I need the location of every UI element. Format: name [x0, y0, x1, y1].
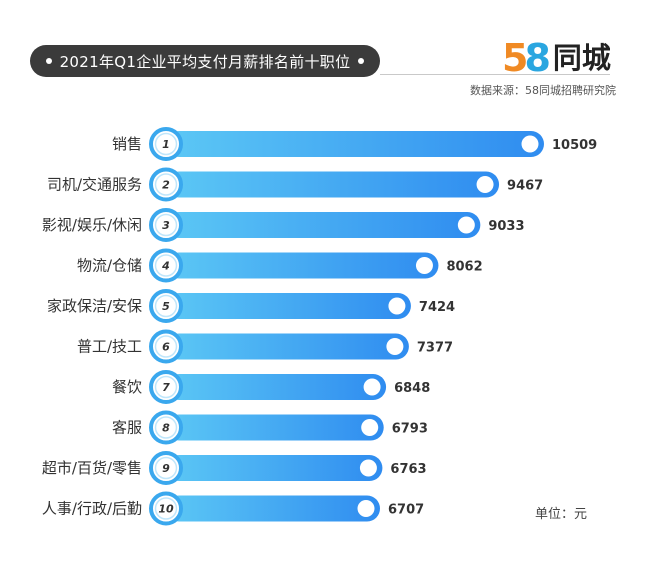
- value-label: 7377: [417, 341, 453, 356]
- rank-badge-inner: [154, 173, 178, 196]
- rank-badge-inner: [154, 497, 178, 520]
- value-label: 6763: [390, 462, 426, 477]
- title-underline: [380, 74, 610, 75]
- category-label: 司机/交通服务: [47, 176, 142, 194]
- bar: [166, 171, 500, 198]
- bar-end-knob: [359, 459, 377, 477]
- title-dot-right: [358, 58, 364, 64]
- rank-number: 4: [161, 260, 170, 273]
- rank-badge-inner: [154, 456, 178, 480]
- bar: [166, 374, 387, 400]
- data-source: 数据来源：58同城招聘研究院: [470, 84, 616, 97]
- bar: [166, 414, 384, 441]
- rank-number: 2: [162, 179, 170, 192]
- unit-label: 单位：元: [535, 507, 588, 522]
- rank-number: 6: [162, 341, 170, 354]
- logo-digit-8: 8: [524, 36, 551, 80]
- category-label: 客服: [112, 419, 142, 437]
- category-label: 物流/仓储: [77, 257, 142, 275]
- category-label: 普工/技工: [77, 338, 142, 356]
- rank-number: 8: [162, 422, 170, 435]
- chart-title: 2021年Q1企业平均支付月薪排名前十职位: [59, 52, 351, 71]
- bar: [166, 333, 409, 360]
- category-label: 影视/娱乐/休闲: [42, 216, 142, 234]
- bar-end-knob: [361, 419, 379, 436]
- value-label: 8062: [446, 260, 482, 275]
- rank-number: 9: [162, 462, 170, 475]
- bar-end-knob: [386, 338, 404, 355]
- bar-end-knob: [476, 176, 494, 193]
- bar: [166, 455, 383, 481]
- bar-end-knob: [457, 216, 475, 234]
- rank-number: 3: [162, 219, 170, 232]
- rank-badge-inner: [154, 375, 178, 399]
- rank-badge-inner: [154, 132, 178, 156]
- rank-number: 5: [162, 300, 170, 313]
- value-label: 7424: [419, 300, 455, 315]
- bar: [166, 131, 544, 157]
- bar-end-knob: [521, 135, 539, 153]
- rank-badge-inner: [154, 213, 178, 237]
- value-label: 6848: [394, 381, 430, 396]
- rank-number: 7: [162, 381, 170, 394]
- category-label: 人事/行政/后勤: [42, 500, 142, 518]
- title-dot-left: [46, 58, 52, 64]
- bar: [166, 252, 439, 279]
- brand-logo: 5 8 同城: [502, 38, 611, 78]
- value-label: 10509: [552, 138, 597, 153]
- rank-number: 1: [162, 138, 170, 151]
- bar: [166, 293, 411, 319]
- category-label: 超市/百货/零售: [42, 459, 142, 477]
- bar: [166, 212, 481, 238]
- category-label: 餐饮: [112, 378, 142, 396]
- rank-badge-inner: [154, 416, 178, 439]
- category-label: 销售: [112, 135, 142, 153]
- bar: [166, 495, 380, 522]
- rank-badge-inner: [154, 294, 178, 318]
- logo-digit-5: 5: [502, 36, 529, 80]
- value-label: 9467: [507, 179, 543, 194]
- value-label: 6793: [392, 422, 428, 437]
- rank-badge-inner: [154, 254, 178, 277]
- chart-title-banner: 2021年Q1企业平均支付月薪排名前十职位: [30, 45, 380, 77]
- bar-end-knob: [415, 257, 433, 274]
- bar-end-knob: [363, 378, 381, 396]
- value-label: 6707: [388, 503, 424, 518]
- bar-end-knob: [388, 297, 406, 315]
- rank-number: 10: [158, 503, 174, 516]
- rank-badge-inner: [154, 335, 178, 358]
- value-label: 9033: [488, 219, 524, 234]
- category-label: 家政保洁/安保: [47, 297, 142, 315]
- logo-text: 同城: [552, 41, 611, 75]
- bar-end-knob: [357, 500, 375, 517]
